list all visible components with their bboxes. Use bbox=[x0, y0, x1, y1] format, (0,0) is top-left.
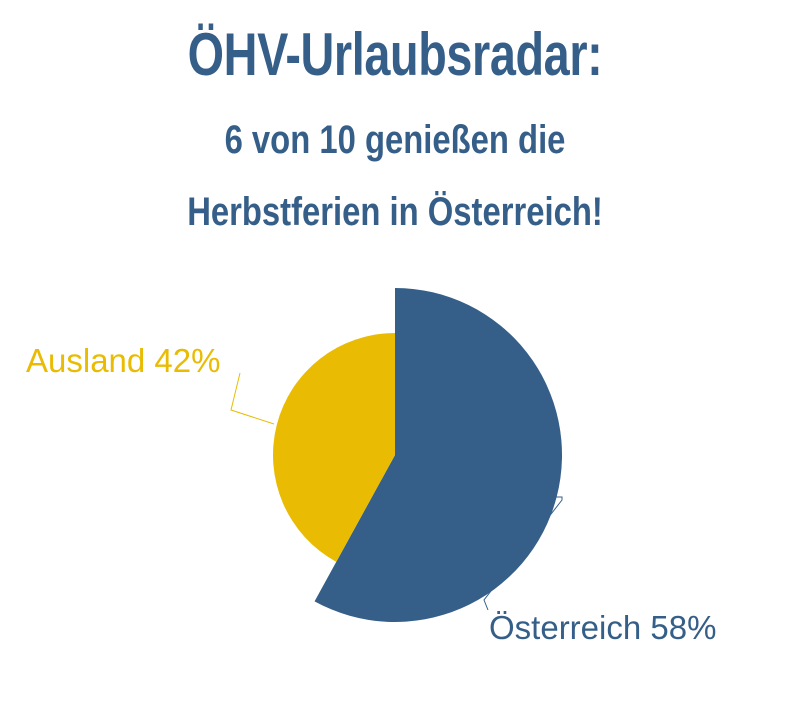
pie-slice-ausland bbox=[273, 333, 395, 562]
leader-line-oesterreich bbox=[483, 496, 563, 611]
data-label-ausland: Ausland 42% bbox=[26, 342, 220, 379]
leader-line-ausland bbox=[230, 372, 275, 425]
data-label-oesterreich: Österreich 58% bbox=[489, 609, 716, 646]
chart-subtitle-line2: Herbstferien in Österreich! bbox=[187, 190, 603, 234]
chart-subtitle-line1: 6 von 10 genießen die bbox=[224, 118, 566, 162]
pie-slice-oesterreich bbox=[314, 288, 563, 622]
chart-title: ÖHV-Urlaubsradar: bbox=[187, 21, 603, 88]
